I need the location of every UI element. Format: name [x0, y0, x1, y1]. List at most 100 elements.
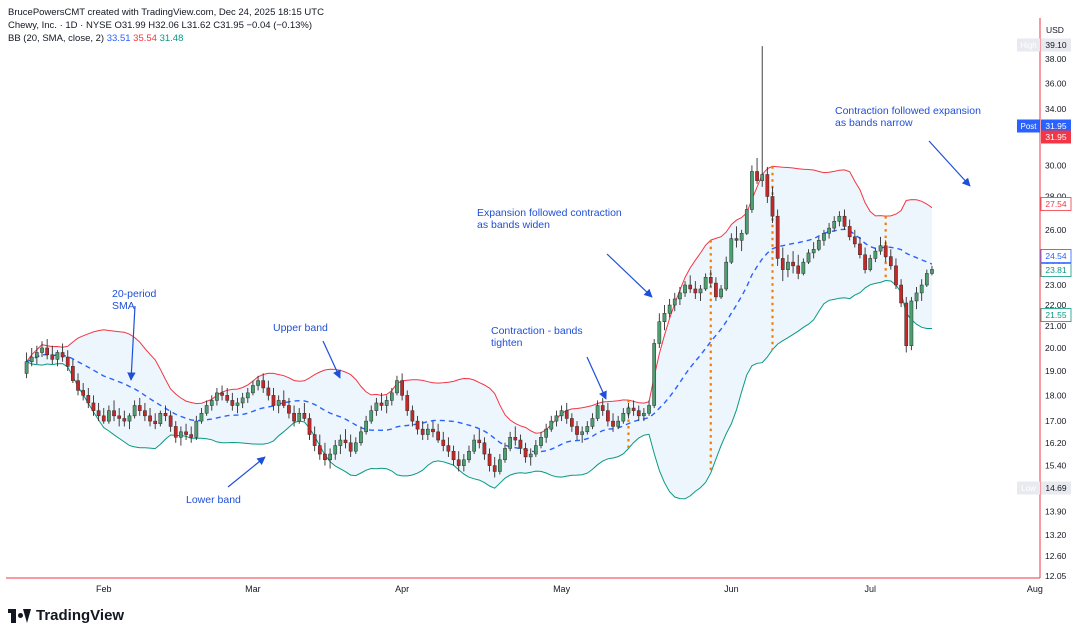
candle[interactable] [652, 339, 657, 409]
candle[interactable] [832, 216, 837, 232]
candle[interactable] [348, 434, 353, 457]
candle[interactable] [353, 437, 358, 455]
candle[interactable] [199, 408, 204, 424]
candle[interactable] [333, 440, 338, 460]
candle[interactable] [71, 359, 75, 384]
candle[interactable] [215, 387, 219, 406]
candle[interactable] [276, 395, 281, 414]
candle[interactable] [425, 423, 430, 441]
candle[interactable] [117, 408, 122, 427]
candle[interactable] [173, 421, 178, 443]
candle[interactable] [564, 402, 569, 424]
candle[interactable] [868, 254, 873, 272]
candle[interactable] [65, 350, 70, 372]
candle[interactable] [163, 405, 168, 422]
candle[interactable] [81, 383, 86, 401]
candle[interactable] [127, 413, 132, 430]
candle[interactable] [384, 395, 389, 414]
candle[interactable] [482, 437, 487, 460]
candle[interactable] [467, 445, 471, 463]
candle[interactable] [29, 347, 34, 367]
candle[interactable] [600, 397, 605, 416]
candle[interactable] [806, 249, 811, 264]
candle[interactable] [678, 286, 682, 306]
candle[interactable] [328, 448, 332, 469]
candle[interactable] [431, 421, 435, 438]
candle[interactable] [724, 256, 729, 291]
candle[interactable] [729, 233, 734, 264]
candle[interactable] [847, 219, 852, 241]
candle[interactable] [703, 273, 708, 291]
candle[interactable] [297, 408, 302, 424]
candle[interactable] [261, 373, 266, 393]
candle[interactable] [230, 392, 235, 411]
candle[interactable] [317, 434, 322, 460]
candle[interactable] [719, 285, 723, 299]
candle[interactable] [595, 400, 600, 422]
candle[interactable] [461, 454, 466, 472]
candle[interactable] [780, 247, 785, 282]
candle[interactable] [132, 400, 137, 419]
candle[interactable] [775, 209, 780, 266]
candle[interactable] [786, 254, 790, 278]
candle[interactable] [168, 410, 173, 432]
candle[interactable] [379, 392, 384, 411]
candle[interactable] [930, 265, 934, 276]
candle[interactable] [770, 186, 775, 223]
candle[interactable] [122, 410, 127, 427]
candle[interactable] [791, 251, 795, 274]
candle[interactable] [40, 341, 44, 358]
candle[interactable] [708, 269, 713, 287]
candle[interactable] [137, 397, 142, 416]
candle[interactable] [91, 395, 96, 416]
candle[interactable] [204, 400, 209, 416]
candle[interactable] [436, 423, 440, 443]
candle[interactable] [364, 415, 368, 435]
candle[interactable] [477, 429, 482, 449]
candle[interactable] [271, 387, 276, 411]
candle[interactable] [194, 415, 199, 441]
candle[interactable] [580, 426, 585, 443]
candle[interactable] [662, 305, 667, 331]
candle[interactable] [101, 408, 106, 424]
candle[interactable] [672, 292, 677, 312]
candle[interactable] [816, 236, 821, 252]
candle[interactable] [343, 429, 348, 449]
candle[interactable] [822, 229, 826, 246]
candle[interactable] [55, 350, 60, 367]
candle[interactable] [631, 400, 636, 416]
indicator-row[interactable]: BB (20, SMA, close, 2) 33.51 35.54 31.48 [8, 32, 324, 45]
candle[interactable] [924, 269, 929, 287]
candle[interactable] [606, 402, 610, 427]
candle[interactable] [914, 286, 919, 310]
candle[interactable] [153, 413, 158, 430]
candle[interactable] [714, 277, 718, 301]
candle[interactable] [395, 375, 399, 396]
candle[interactable] [683, 281, 687, 297]
candle[interactable] [698, 285, 703, 301]
candle[interactable] [827, 222, 831, 239]
candle[interactable] [498, 454, 502, 475]
candle[interactable] [307, 413, 312, 441]
candle[interactable] [112, 400, 116, 422]
candle[interactable] [405, 390, 410, 416]
candle[interactable] [765, 166, 770, 203]
candle[interactable] [734, 226, 739, 248]
candle[interactable] [549, 415, 554, 432]
candle[interactable] [667, 298, 672, 318]
candle[interactable] [796, 254, 801, 280]
tradingview-branding[interactable]: TradingView [8, 607, 124, 624]
candle[interactable] [750, 165, 754, 213]
candle[interactable] [518, 434, 523, 455]
candle[interactable] [492, 456, 497, 478]
candle[interactable] [143, 402, 147, 422]
candle[interactable] [642, 408, 646, 422]
candle[interactable] [256, 375, 260, 391]
candle[interactable] [292, 405, 296, 427]
candle[interactable] [528, 448, 533, 466]
candle[interactable] [858, 236, 862, 259]
candle[interactable] [50, 345, 55, 364]
candle[interactable] [657, 313, 662, 348]
candle[interactable] [899, 279, 903, 308]
candle[interactable] [60, 343, 65, 362]
